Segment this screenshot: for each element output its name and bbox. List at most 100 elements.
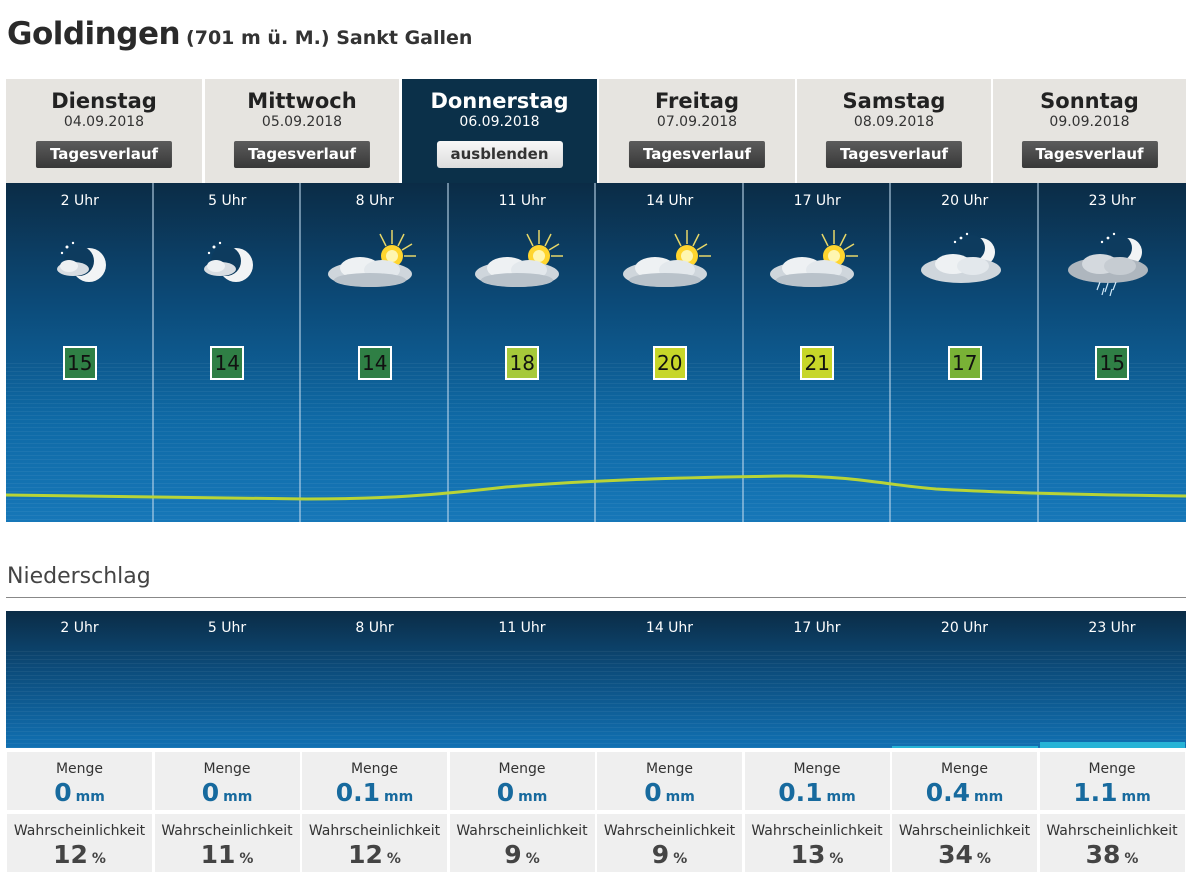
amount-unit: mm [826, 789, 856, 805]
probability-unit: % [239, 851, 254, 867]
hour-label: 20 Uhr [941, 193, 989, 209]
hour-slot: 8 Uhr 14 [301, 183, 449, 522]
panel-background-stripes [6, 363, 1186, 522]
precip-amount-cell: Menge 0 mm [154, 752, 300, 810]
hour-slot: 23 Uhr 15 [1039, 183, 1187, 522]
day-date: 06.09.2018 [459, 114, 540, 130]
temperature-badge: 14 [210, 346, 245, 380]
day-date: 09.09.2018 [1049, 114, 1130, 130]
amount-label: Menge [498, 761, 546, 777]
precip-amount-cell: Menge 0.4 mm [892, 752, 1037, 810]
probability-label: Wahrscheinlichkeit [456, 823, 588, 839]
slot-divider [299, 183, 301, 522]
night-moon-cloud-rain-icon [1062, 228, 1162, 302]
precip-probability-cell: Wahrscheinlichkeit 9% [597, 814, 742, 872]
day-tab-donnerstag[interactable]: Donnerstag 06.09.2018 ausblenden [402, 79, 597, 185]
precip-amount-cell: Menge 0.1 mm [302, 752, 447, 810]
hour-label: 23 Uhr [1088, 193, 1136, 209]
day-tab-freitag[interactable]: Freitag 07.09.2018 Tagesverlauf [599, 79, 795, 183]
amount-label: Menge [350, 761, 399, 777]
day-tab-dienstag[interactable]: Dienstag 04.09.2018 Tagesverlauf [6, 79, 202, 183]
probability-value: 38 [1085, 840, 1121, 869]
precipitation-panel: 2 Uhr 5 Uhr 8 Uhr 11 Uhr 14 Uhr 17 Uhr 20 Uhr 2… [6, 611, 1186, 748]
divider [6, 597, 1186, 598]
amount-value: 0.4 [925, 778, 971, 807]
hour-slot: 2 Uhr 15 [6, 183, 154, 522]
precip-probability-cell: Wahrscheinlichkeit 9% [449, 814, 595, 872]
amount-value: 0 [644, 778, 662, 807]
day-details-button[interactable]: Tagesverlauf [1021, 141, 1158, 168]
probability-label: Wahrscheinlichkeit [898, 823, 1031, 839]
temperature-curve [6, 474, 1186, 501]
slot-divider [889, 183, 891, 522]
precip-amount-cell: Menge 0 mm [597, 752, 742, 810]
probability-label: Wahrscheinlichkeit [751, 823, 883, 839]
probability-value: 13 [790, 840, 826, 869]
day-date: 07.09.2018 [656, 114, 738, 130]
precipitation-title: Niederschlag [7, 564, 151, 589]
hour-label: 2 Uhr [60, 193, 99, 209]
hour-slot: 11 Uhr 18 [449, 183, 596, 522]
day-name: Dienstag [51, 89, 157, 113]
day-tab-sonntag[interactable]: Sonntag 09.09.2018 Tagesverlauf [993, 79, 1186, 183]
day-date: 05.09.2018 [261, 114, 343, 130]
probability-unit: % [386, 851, 401, 867]
precipitation-bar [892, 746, 1038, 748]
probability-value: 34 [938, 840, 973, 869]
precip-amount-cell: Menge 1.1 mm [1039, 752, 1185, 810]
day-details-button[interactable]: Tagesverlauf [628, 141, 766, 168]
slot-divider [594, 183, 596, 522]
amount-unit: mm [1121, 789, 1151, 805]
amount-label: Menge [203, 761, 251, 777]
precip-probability-cell: Wahrscheinlichkeit 12% [302, 814, 447, 872]
amount-unit: mm [384, 789, 414, 805]
city-name: Goldingen [7, 16, 181, 52]
precip-probability-cell: Wahrscheinlichkeit 11% [154, 814, 300, 872]
slot-divider [151, 183, 154, 522]
hour-slot: 14 Uhr 20 [596, 183, 744, 522]
slot-divider [1036, 183, 1039, 522]
day-name: Samstag [842, 89, 946, 113]
day-details-button[interactable]: Tagesverlauf [825, 141, 963, 168]
day-tab-mittwoch[interactable]: Mittwoch 05.09.2018 Tagesverlauf [205, 79, 399, 183]
amount-label: Menge [645, 761, 694, 777]
amount-unit: mm [665, 789, 695, 805]
precip-probability-cell: Wahrscheinlichkeit 12% [7, 814, 152, 872]
day-name: Sonntag [1040, 89, 1139, 113]
day-name: Mittwoch [247, 89, 357, 113]
temperature-badge: 18 [505, 346, 540, 380]
temperature-badge: 17 [947, 346, 982, 380]
precip-amount-cell: Menge 0 mm [449, 752, 595, 810]
probability-unit: % [976, 851, 991, 867]
precip-hour-label: 5 Uhr [207, 620, 247, 636]
night-moon-cloud-icon [915, 228, 1015, 302]
probability-label: Wahrscheinlichkeit [161, 823, 293, 839]
slot-divider [741, 183, 744, 522]
precip-hour-label: 20 Uhr [940, 620, 989, 636]
precip-amount-cell: Menge 0.1 mm [744, 752, 890, 810]
precip-probability-cell: Wahrscheinlichkeit 34% [892, 814, 1037, 872]
amount-label: Menge [940, 761, 989, 777]
probability-value: 12 [53, 840, 88, 869]
hour-label: 11 Uhr [498, 193, 546, 209]
day-details-button[interactable]: Tagesverlauf [35, 141, 173, 168]
precip-hour-label: 8 Uhr [355, 620, 394, 636]
temperature-badge: 15 [62, 346, 97, 380]
amount-value: 0 [496, 778, 515, 807]
night-moon-few-clouds-icon [192, 233, 262, 297]
probability-unit: % [673, 851, 688, 867]
hour-label: 14 Uhr [646, 193, 694, 209]
day-details-button[interactable]: Tagesverlauf [233, 141, 371, 168]
panel-background-stripes [6, 651, 1186, 748]
day-tab-samstag[interactable]: Samstag 08.09.2018 Tagesverlauf [797, 79, 991, 183]
hour-label: 17 Uhr [793, 193, 841, 209]
hour-label: 8 Uhr [355, 193, 394, 209]
amount-label: Menge [55, 761, 104, 777]
hourly-forecast-panel: 2 Uhr 15 5 Uhr 14 8 Uhr 14 11 Uhr 18 1 [6, 183, 1186, 522]
amount-label: Menge [793, 761, 841, 777]
precip-hour-label: 17 Uhr [793, 620, 841, 636]
hide-button[interactable]: ausblenden [436, 141, 563, 168]
slot-divider [446, 183, 449, 522]
probability-unit: % [525, 851, 540, 867]
sun-cloud-icon [320, 228, 430, 302]
